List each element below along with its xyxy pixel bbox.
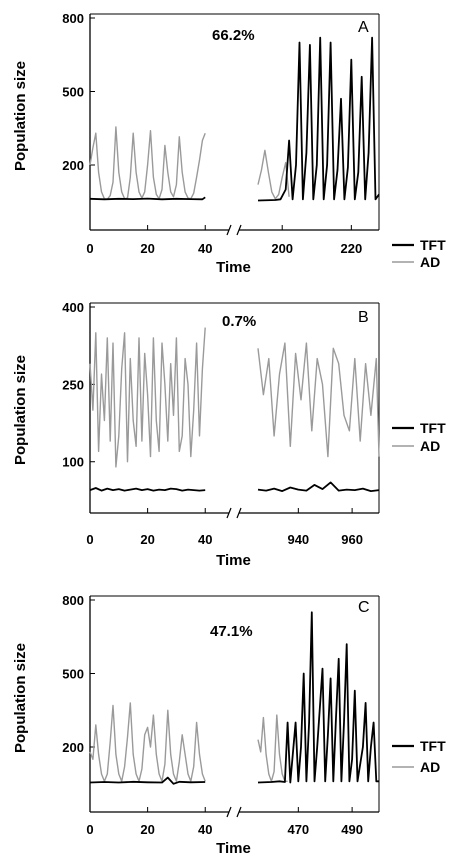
axis-break-mark	[226, 806, 232, 818]
x-tick-label: 940	[287, 532, 309, 547]
x-tick-label: 20	[140, 822, 154, 837]
y-tick-label: 400	[62, 300, 84, 315]
x-tick-label: 960	[341, 532, 363, 547]
series-line-ad-seg1	[257, 714, 288, 782]
x-tick-label: 20	[140, 241, 154, 256]
series-line-tft-seg0	[89, 776, 206, 785]
axis-break-mark	[236, 507, 242, 519]
series-line-tft-seg0	[89, 196, 206, 201]
y-tick-label: 500	[62, 85, 84, 100]
x-tick-label: 0	[86, 532, 93, 547]
series-line-ad-seg0	[89, 327, 206, 468]
annotation-percent: 0.7%	[222, 313, 256, 330]
x-tick-label: 40	[198, 822, 212, 837]
series-line-ad-seg1	[257, 342, 380, 458]
y-tick-label: 800	[62, 593, 84, 608]
series-line-tft-seg1	[257, 611, 379, 784]
y-tick-label: 250	[62, 377, 84, 392]
legend-label-ad: AD	[420, 254, 440, 270]
y-tick-label: 200	[62, 158, 84, 173]
series-line-tft-seg1	[257, 36, 380, 202]
panel-c: 200 500 800 0 20 40 470 490 47.1% C Time Population…	[12, 593, 446, 857]
y-tick-label: 100	[62, 455, 84, 470]
x-axis-title: Time	[216, 840, 251, 857]
panel-letter: A	[358, 19, 369, 36]
x-tick-label: 0	[86, 241, 93, 256]
x-tick-label: 40	[198, 241, 212, 256]
annotation-percent: 66.2%	[212, 27, 255, 44]
x-axis-title: Time	[216, 259, 251, 276]
y-axis-title: Population size	[12, 643, 29, 753]
series-line-tft-seg1	[257, 481, 380, 493]
series-line-ad-seg0	[89, 126, 206, 201]
legend-label-tft: TFT	[420, 420, 446, 436]
x-tick-label: 470	[287, 822, 309, 837]
series-line-ad-seg0	[89, 702, 206, 782]
x-tick-label: 200	[271, 241, 293, 256]
y-axis-title: Population size	[12, 355, 29, 465]
y-tick-label: 800	[62, 11, 84, 26]
annotation-percent: 47.1%	[210, 623, 253, 640]
series-line-tft-seg0	[89, 487, 206, 492]
x-axis-title: Time	[216, 552, 251, 569]
x-tick-label: 20	[140, 532, 154, 547]
y-axis-title: Population size	[12, 61, 29, 171]
x-tick-label: 490	[341, 822, 363, 837]
panel-b: 100 250 400 0 20 40 940 960 0.7% B Time Population …	[12, 300, 446, 569]
panel-letter: C	[358, 599, 370, 616]
y-tick-label: 500	[62, 667, 84, 682]
y-tick-label: 200	[62, 740, 84, 755]
axis-break-mark	[226, 224, 232, 236]
x-tick-label: 220	[340, 241, 362, 256]
series-line-ad-seg1	[257, 149, 290, 200]
panel-letter: B	[358, 309, 369, 326]
axis-break-mark	[236, 224, 242, 236]
axis-break-mark	[226, 507, 232, 519]
panel-a: 200 500 800 0 20 40 200 220 66.2% A Time Population…	[12, 11, 446, 276]
legend-label-ad: AD	[420, 759, 440, 775]
x-tick-label: 0	[86, 822, 93, 837]
legend-label-tft: TFT	[420, 237, 446, 253]
legend-label-tft: TFT	[420, 738, 446, 754]
legend-label-ad: AD	[420, 438, 440, 454]
x-tick-label: 40	[198, 532, 212, 547]
axis-break-mark	[236, 806, 242, 818]
